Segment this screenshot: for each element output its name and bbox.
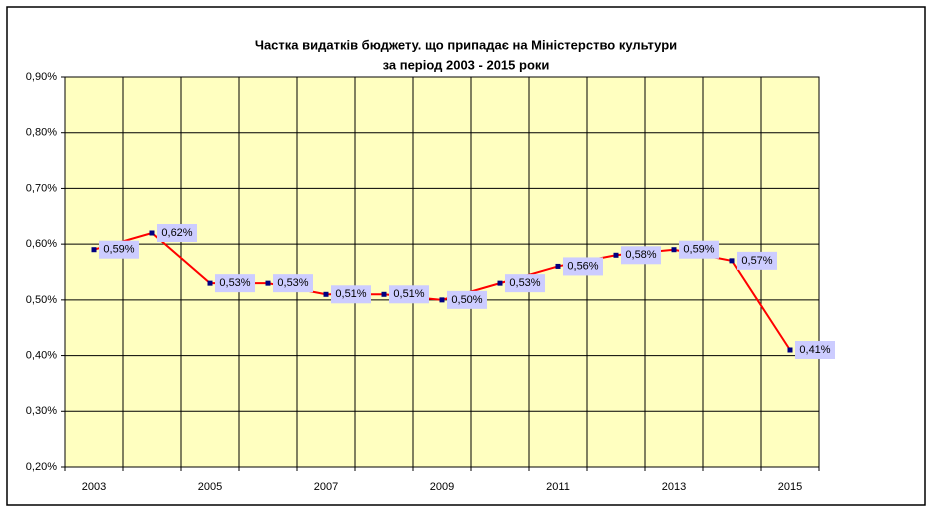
data-label-box (389, 285, 429, 304)
y-tick-label: 0,80% (26, 127, 57, 139)
x-tick-label: 2015 (778, 481, 802, 493)
data-label: 0,59% (103, 244, 134, 256)
data-label: 0,50% (451, 294, 482, 306)
data-label: 0,53% (219, 277, 250, 289)
data-label: 0,41% (799, 344, 830, 356)
data-label-box (679, 240, 719, 259)
data-label-box (157, 224, 197, 242)
x-tick-label: 2011 (546, 481, 570, 493)
point-marker (497, 280, 503, 286)
x-tick-label: 2013 (662, 481, 686, 493)
data-label: 0,57% (741, 255, 772, 267)
y-tick-label: 0,50% (26, 294, 57, 306)
y-tick-label: 0,60% (26, 238, 57, 250)
data-label-box (737, 251, 777, 270)
point-marker (729, 258, 735, 264)
point-marker (207, 280, 213, 286)
x-tick-label: 2009 (430, 481, 454, 493)
data-label-box (505, 274, 545, 293)
point-marker (91, 247, 97, 253)
point-marker (787, 347, 793, 353)
y-tick-label: 0,90% (26, 71, 57, 83)
data-label: 0,53% (509, 277, 540, 289)
data-label-box (563, 257, 603, 276)
y-tick-label: 0,40% (26, 349, 57, 361)
plot-area (65, 77, 819, 467)
data-label-box (621, 246, 661, 265)
data-label: 0,56% (567, 260, 598, 272)
x-tick-label: 2005 (198, 481, 222, 493)
data-label: 0,53% (277, 277, 308, 289)
point-marker (381, 291, 387, 297)
y-tick-label: 0,70% (26, 182, 57, 194)
point-marker (265, 280, 271, 286)
chart-subtitle: за період 2003 - 2015 роки (383, 57, 550, 72)
data-label-box (99, 240, 139, 259)
data-label-box (795, 341, 835, 359)
point-marker (323, 291, 329, 297)
data-label-box (447, 290, 487, 309)
point-marker (613, 252, 619, 258)
data-label: 0,51% (393, 288, 424, 300)
x-tick-label: 2003 (82, 481, 106, 493)
plot-border (64, 76, 820, 468)
x-tick-label: 2007 (314, 481, 338, 493)
y-tick-label: 0,20% (26, 461, 57, 473)
point-marker (439, 297, 445, 303)
data-label: 0,62% (161, 227, 192, 239)
point-marker (671, 247, 677, 253)
data-label-box (215, 274, 255, 293)
data-label: 0,58% (625, 249, 656, 261)
point-marker (149, 230, 155, 236)
chart-title: Частка видатків бюджету. що припадає на … (255, 37, 677, 52)
data-label: 0,51% (335, 288, 366, 300)
data-label-box (331, 285, 371, 304)
y-tick-label: 0,30% (26, 405, 57, 417)
point-marker (555, 263, 561, 269)
data-label: 0,59% (683, 244, 714, 256)
data-label-box (273, 274, 313, 293)
